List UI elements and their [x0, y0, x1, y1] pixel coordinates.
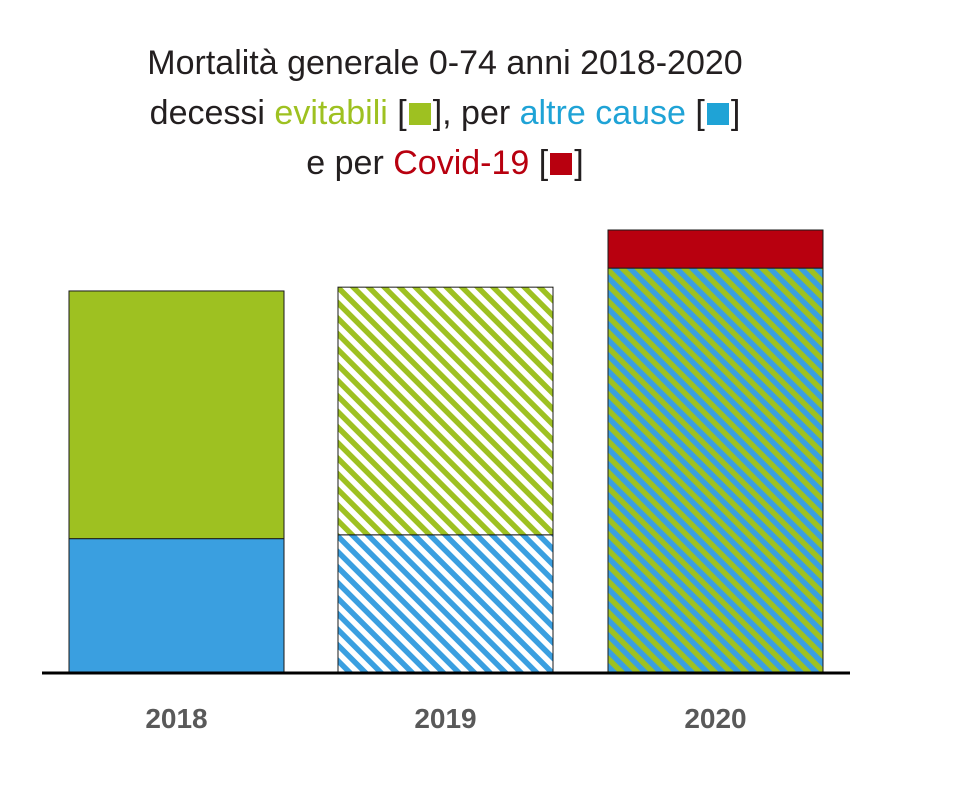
- title-text-e-per: e per: [306, 144, 394, 182]
- bar-2019-evitabili: [337, 286, 554, 536]
- x-tick-label-2019: 2019: [414, 703, 476, 734]
- legend-label-evitabili: evitabili: [274, 94, 388, 132]
- title-line-2: decessi evitabili [ ], per altre cause []: [0, 88, 890, 138]
- legend-swatch-covid: [550, 153, 573, 175]
- bar-2020-evitabili: [607, 267, 824, 673]
- title-bracket-open-3: [: [529, 144, 549, 182]
- legend-swatch-altre-cause: [706, 103, 729, 125]
- bar-2018-altre-cause: [68, 538, 285, 673]
- x-tick-label-2020: 2020: [684, 703, 746, 734]
- title-bracket-close-2: ]: [730, 94, 741, 132]
- chart-title: Mortalità generale 0-74 anni 2018-2020 d…: [0, 38, 890, 188]
- legend-label-covid: Covid-19: [393, 144, 530, 182]
- title-bracket-open-1: [: [387, 94, 407, 132]
- x-tick-label-2018: 2018: [145, 703, 207, 734]
- title-line-1: Mortalità generale 0-74 anni 2018-2020: [147, 44, 743, 82]
- bar-2020-covid-19: [607, 229, 824, 269]
- bars-group: [68, 229, 824, 673]
- title-text-decessi: decessi: [149, 94, 275, 132]
- title-bracket-open-2: [: [685, 94, 705, 132]
- legend-label-altre-cause: altre cause: [519, 94, 686, 132]
- title-bracket-close-3: ]: [574, 144, 584, 182]
- bar-2019-altre-cause: [337, 534, 554, 673]
- x-tick-labels: 2018 2019 2020: [145, 703, 746, 734]
- title-line-3: e per Covid-19 []: [0, 138, 890, 188]
- legend-swatch-evitabili: [408, 103, 431, 125]
- bar-2018-evitabili: [68, 290, 285, 540]
- title-text-per: ], per: [432, 94, 520, 132]
